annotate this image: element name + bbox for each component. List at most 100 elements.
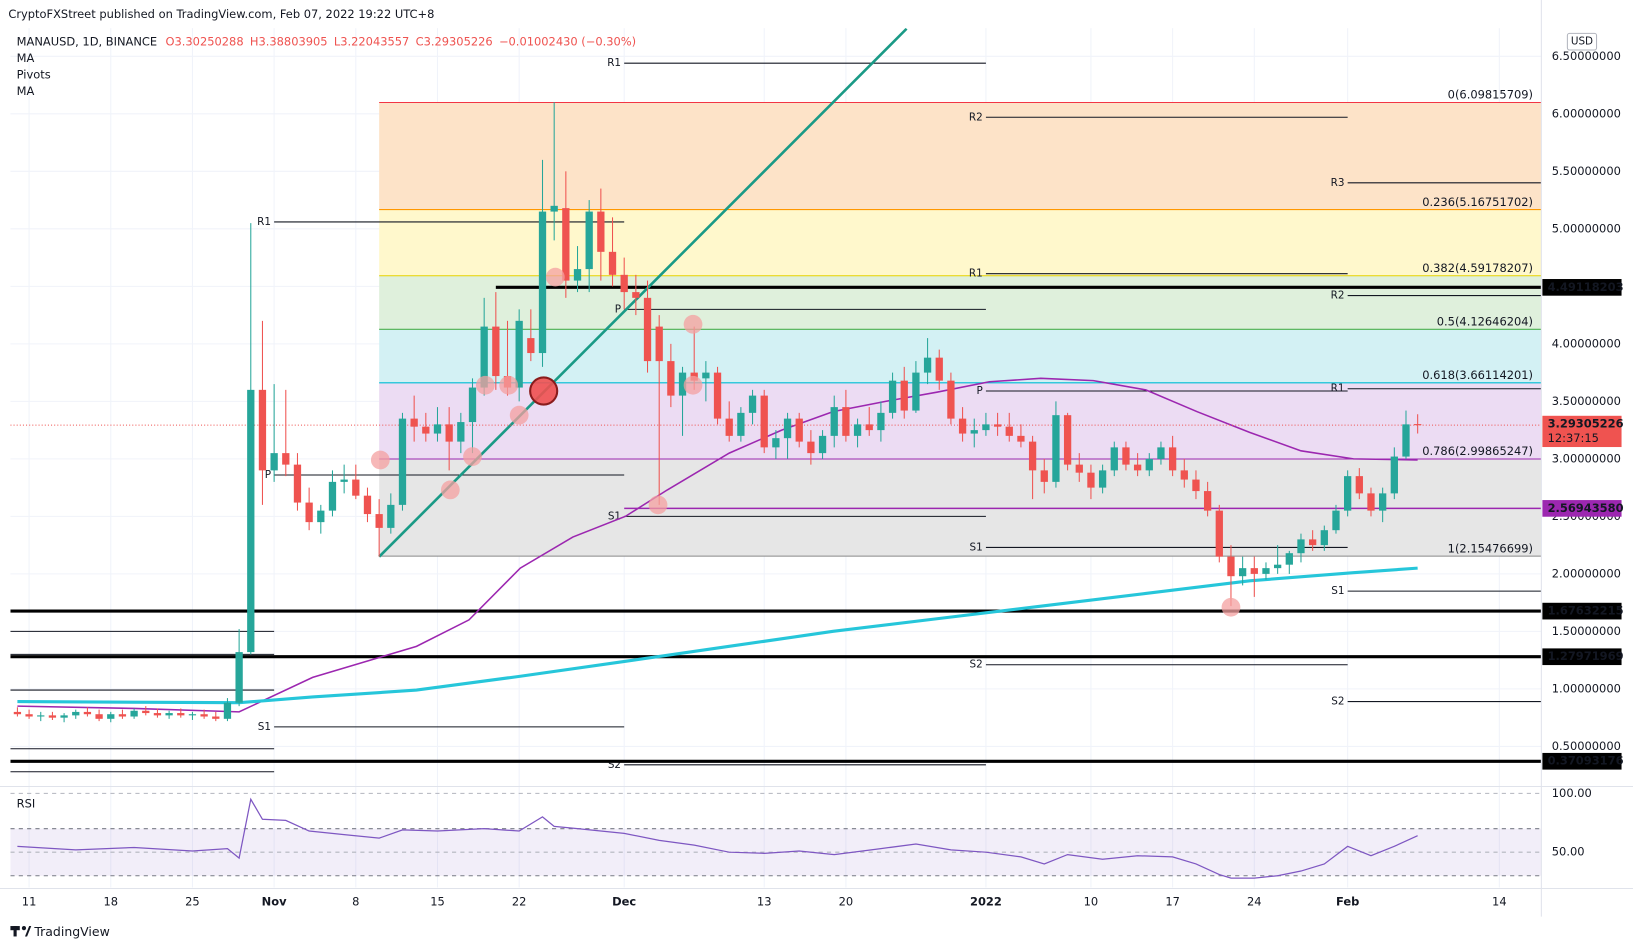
rsi-label: RSI xyxy=(17,797,36,811)
pivot-label: R1 xyxy=(607,57,621,69)
y-tick-label: 1.50000000 xyxy=(1552,624,1621,638)
candle-body xyxy=(223,702,232,719)
x-tick-label: 2022 xyxy=(970,895,1002,909)
x-tick-label: 11 xyxy=(22,895,37,909)
candle-body xyxy=(492,326,500,377)
candle-body xyxy=(538,211,547,354)
candle-body xyxy=(247,389,255,653)
highlight-marker xyxy=(1221,597,1241,617)
y-tick-label: 5.00000000 xyxy=(1552,221,1621,235)
candle-body xyxy=(1390,456,1398,494)
indicator-legend: MA xyxy=(17,51,35,65)
candle-body xyxy=(142,710,150,714)
candle-body xyxy=(480,326,488,388)
candle-body xyxy=(457,422,465,442)
candle-body xyxy=(13,711,22,715)
candle-body xyxy=(165,713,173,716)
candle-body xyxy=(1145,458,1153,471)
highlight-marker xyxy=(683,375,703,395)
candle-body xyxy=(772,438,780,448)
candle-body xyxy=(737,412,745,436)
candle-body xyxy=(527,338,535,354)
highlight-marker xyxy=(509,405,529,425)
candle-body xyxy=(1285,553,1293,565)
candle-body xyxy=(1180,470,1188,480)
trendline xyxy=(378,28,908,558)
fib-label: 0.382(4.59178207) xyxy=(1422,261,1533,275)
symbol: MANAUSD, 1D, BINANCE xyxy=(17,34,158,48)
candle-body xyxy=(433,424,442,434)
y-tick-label: 6.50000000 xyxy=(1552,49,1621,63)
countdown: 12:37:15 xyxy=(1548,431,1599,445)
x-tick-label: Feb xyxy=(1336,895,1359,909)
y-tick-label: 4.00000000 xyxy=(1552,336,1621,350)
candle-body xyxy=(1250,568,1258,574)
candle-body xyxy=(107,714,115,719)
pivot-label: S1 xyxy=(1331,585,1344,597)
candle-body xyxy=(678,372,687,396)
ohlc-value: H3.38803905 xyxy=(250,34,328,48)
candle-body xyxy=(83,711,92,715)
candle-body xyxy=(1402,424,1410,457)
y-tick-label: 0.50000000 xyxy=(1552,739,1621,753)
moving-average xyxy=(17,377,1418,713)
x-tick-label: 13 xyxy=(757,895,772,909)
publisher: CryptoFXStreet published on TradingView.… xyxy=(8,7,434,21)
currency-box[interactable] xyxy=(1566,32,1598,51)
candle-body xyxy=(1075,464,1083,473)
highlight-marker xyxy=(529,376,559,406)
fib-label: 0.786(2.99865247) xyxy=(1422,444,1533,458)
candle-body xyxy=(853,424,862,436)
ohlc-value: L3.22043557 xyxy=(334,34,409,48)
candle-body xyxy=(1063,415,1072,465)
candle-body xyxy=(1344,476,1352,511)
y-tick-label: 3.00000000 xyxy=(1552,451,1621,465)
y-tick-label: 3.50000000 xyxy=(1552,394,1621,408)
candle-body xyxy=(177,713,185,716)
pivot-label: S2 xyxy=(970,659,983,671)
candle-body xyxy=(597,211,605,252)
symbol-legend: MANAUSD, 1D, BINANCE O3.30250288 H3.388039… xyxy=(17,34,636,48)
candle-body xyxy=(1297,539,1305,554)
rsi-tick-label: 50.00 xyxy=(1552,845,1585,859)
candle-body xyxy=(655,326,663,362)
candle-body xyxy=(912,372,920,411)
main-pane: 0(6.09815709) 0.236(5.16751702) 0.382(4.59… xyxy=(10,28,1542,773)
candle-body xyxy=(1414,424,1422,426)
rsi-line xyxy=(17,797,1418,879)
indicator-legend: Pivots xyxy=(17,67,51,81)
pivot-label: R2 xyxy=(1331,290,1345,302)
candle-body xyxy=(305,502,313,523)
x-tick-label: 15 xyxy=(430,895,445,909)
candle-body xyxy=(760,395,768,448)
x-tick-label: Nov xyxy=(262,895,287,909)
candle-body xyxy=(1215,510,1223,557)
fib-label: 1(2.15476699) xyxy=(1448,541,1533,555)
candle-body xyxy=(573,269,582,281)
candle-body xyxy=(72,711,80,716)
candle-body xyxy=(375,514,383,528)
x-tick-label: 24 xyxy=(1247,895,1262,909)
x-tick-label: 8 xyxy=(352,895,359,909)
highlight-marker xyxy=(463,447,482,466)
fib-zone xyxy=(379,459,1542,557)
candle-body xyxy=(48,715,57,718)
currency[interactable]: USD xyxy=(1571,36,1593,48)
axes: 0.50000000 1.00000000 1.50000000 2.00000000… xyxy=(22,49,1624,909)
price-level-label: 1.67632215 xyxy=(1548,604,1624,618)
pivot-label: R1 xyxy=(1331,383,1345,395)
brand: TradingView xyxy=(33,924,109,939)
candle-body xyxy=(1110,447,1118,471)
candle-body xyxy=(1262,568,1270,574)
candle-body xyxy=(468,387,477,423)
rsi-pane xyxy=(10,792,1542,879)
pivot-label: S1 xyxy=(258,721,271,733)
highlight-marker xyxy=(545,267,565,287)
fib-label: 0(6.09815709) xyxy=(1448,88,1533,102)
fib-zone xyxy=(379,209,1542,276)
price-level-box xyxy=(1542,648,1622,666)
candle-body xyxy=(445,424,453,442)
candle-body xyxy=(888,380,897,413)
